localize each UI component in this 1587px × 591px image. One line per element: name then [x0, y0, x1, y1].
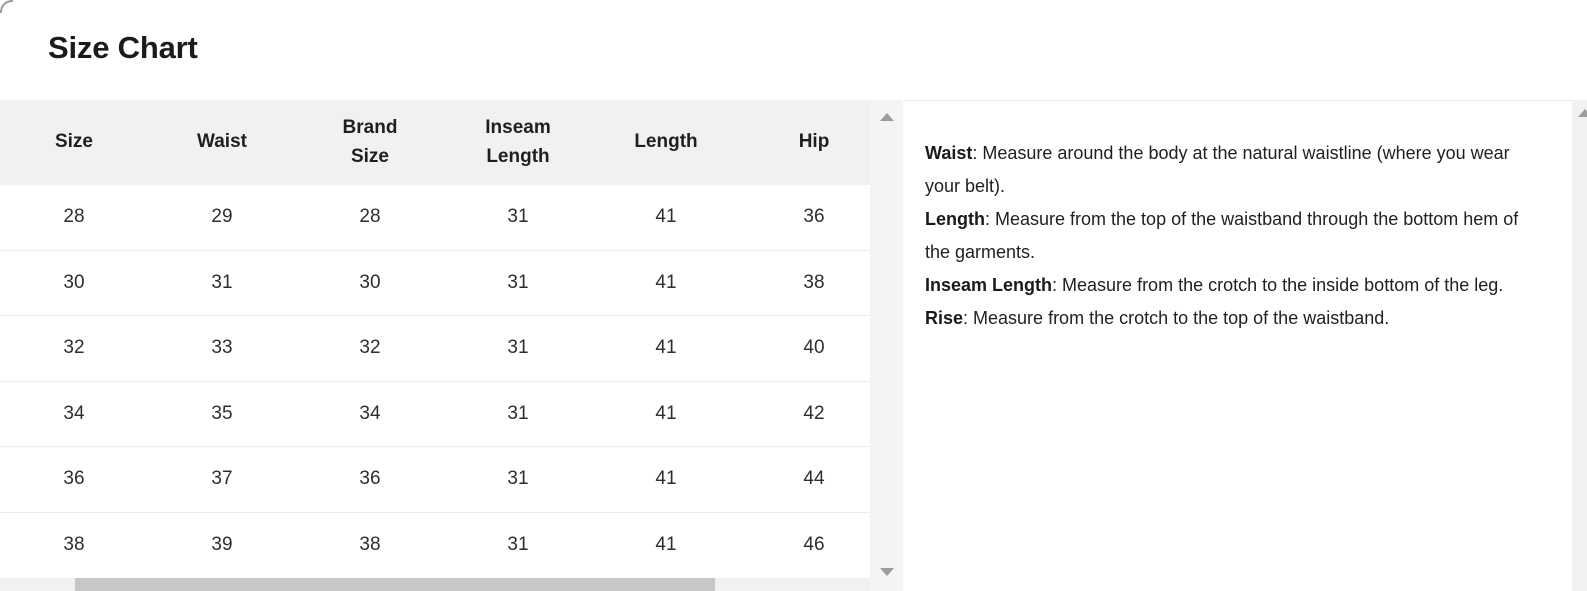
note-rise: Rise: Measure from the crotch to the top… — [925, 302, 1523, 335]
note-waist: Waist: Measure around the body at the na… — [925, 137, 1523, 203]
column-header-length: Length — [634, 131, 698, 153]
table-horizontal-scrollbar[interactable] — [0, 578, 870, 591]
page-title: Size Chart — [48, 30, 198, 65]
table-row: 34 35 34 31 41 42 — [0, 381, 870, 447]
cell-size: 28 — [63, 206, 85, 228]
measurement-notes-panel: Waist: Measure around the body at the na… — [905, 100, 1572, 591]
cell-hip: 44 — [803, 468, 825, 490]
cell-inseam-length: 31 — [507, 271, 529, 293]
cell-brand-size: 38 — [359, 534, 381, 556]
column-header-waist: Waist — [197, 131, 247, 153]
cell-hip: 46 — [803, 534, 825, 556]
note-text: : Measure around the body at the natural… — [925, 143, 1510, 196]
cell-brand-size: 36 — [359, 468, 381, 490]
table-row: 30 31 30 31 41 38 — [0, 250, 870, 316]
note-length: Length: Measure from the top of the wais… — [925, 203, 1523, 269]
cell-length: 41 — [655, 534, 677, 556]
column-header-hip: Hip — [798, 131, 830, 153]
cell-hip: 42 — [803, 402, 825, 424]
cell-size: 36 — [63, 468, 85, 490]
cell-inseam-length: 31 — [507, 534, 529, 556]
table-header-row: Size Waist Brand Size Inseam Length Leng… — [0, 100, 870, 185]
note-label: Inseam Length — [925, 275, 1053, 295]
cell-length: 41 — [655, 271, 677, 293]
note-label: Rise — [925, 308, 964, 328]
column-header-brand-size: Brand Size — [342, 117, 398, 167]
column-header-size: Size — [54, 131, 94, 153]
note-inseam-length: Inseam Length: Measure from the crotch t… — [925, 269, 1523, 302]
cell-size: 34 — [63, 402, 85, 424]
size-chart-content: Size Waist Brand Size Inseam Length Leng… — [0, 100, 1587, 591]
scroll-up-arrow-icon[interactable] — [879, 113, 894, 121]
size-table-viewport[interactable]: Size Waist Brand Size Inseam Length Leng… — [0, 100, 870, 578]
scroll-down-arrow-icon[interactable] — [879, 568, 894, 576]
cell-brand-size: 30 — [359, 271, 381, 293]
cell-size: 32 — [63, 337, 85, 359]
cell-inseam-length: 31 — [507, 468, 529, 490]
horizontal-scroll-thumb[interactable] — [75, 578, 715, 591]
cell-size: 38 — [63, 534, 85, 556]
cell-hip: 38 — [803, 271, 825, 293]
cell-waist: 29 — [211, 206, 233, 228]
column-header-inseam-length: Inseam Length — [485, 117, 551, 167]
cell-brand-size: 32 — [359, 337, 381, 359]
cell-waist: 35 — [211, 402, 233, 424]
table-vertical-scrollbar[interactable] — [870, 100, 903, 591]
note-text: : Measure from the top of the waistband … — [925, 209, 1519, 262]
cell-waist: 33 — [211, 337, 233, 359]
cell-inseam-length: 31 — [507, 206, 529, 228]
cell-waist: 39 — [211, 534, 233, 556]
table-row: 36 37 36 31 41 44 — [0, 447, 870, 513]
note-label: Waist — [925, 143, 973, 163]
cell-waist: 31 — [211, 271, 233, 293]
note-label: Length — [925, 209, 985, 229]
cell-hip: 40 — [803, 337, 825, 359]
card-corner-decoration — [0, 0, 13, 13]
note-text: : Measure from the crotch to the inside … — [1052, 275, 1504, 295]
cell-size: 30 — [63, 271, 85, 293]
cell-length: 41 — [655, 468, 677, 490]
page-vertical-scrollbar[interactable] — [1572, 100, 1587, 591]
cell-length: 41 — [655, 206, 677, 228]
cell-length: 41 — [655, 402, 677, 424]
cell-length: 41 — [655, 337, 677, 359]
cell-hip: 36 — [803, 206, 825, 228]
page-scroll-up-arrow-icon[interactable] — [1578, 109, 1587, 117]
cell-inseam-length: 31 — [507, 337, 529, 359]
size-table-area: Size Waist Brand Size Inseam Length Leng… — [0, 100, 905, 591]
cell-inseam-length: 31 — [507, 402, 529, 424]
cell-waist: 37 — [211, 468, 233, 490]
cell-brand-size: 28 — [359, 206, 381, 228]
table-row: 38 39 38 31 41 46 — [0, 512, 870, 578]
cell-brand-size: 34 — [359, 402, 381, 424]
table-row: 28 29 28 31 41 36 — [0, 185, 870, 251]
table-row: 32 33 32 31 41 40 — [0, 316, 870, 382]
note-text: : Measure from the crotch to the top of … — [963, 308, 1390, 328]
